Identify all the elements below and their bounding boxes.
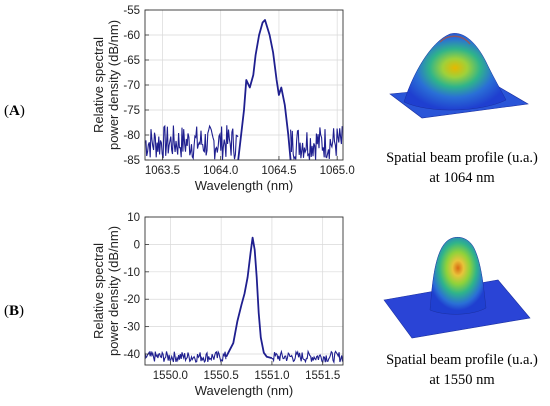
beam-profile-1550-image [383, 236, 531, 339]
chart2-spectrum-line [225, 236, 273, 359]
chart1-x-tick-label-2: 1064.5 [261, 165, 296, 177]
chart1-y-tick-label-5: -60 [123, 30, 140, 42]
caption-1064: Spatial beam profile (u.a.) at 1064 nm [372, 148, 550, 188]
chart1-y-tick-label-2: -75 [123, 105, 140, 117]
chart1-y-axis-label-line2: power density (dB/nm) [106, 20, 121, 150]
chart2-y-tick-label-1: -30 [123, 322, 140, 334]
chart1-y-tick-label-6: -55 [123, 5, 140, 17]
chart1-y-tick-label-1: -80 [123, 130, 140, 142]
chart1-y-tick-label-0: -85 [123, 155, 140, 167]
chart2-y-tick-label-3: -10 [123, 267, 140, 279]
chart2-y-tick-label-4: 0 [134, 239, 140, 251]
chart2-y-axis-label-line1: Relative spectral [91, 243, 106, 339]
caption-1550: Spatial beam profile (u.a.) at 1550 nm [372, 350, 550, 390]
chart2-y-tick-label-0: -40 [123, 349, 140, 361]
caption-1064-line1: Spatial beam profile (u.a.) [386, 150, 538, 166]
chart1-x-tick-label-0: 1063.5 [145, 165, 180, 177]
chart2-x-tick-label-2: 1551.0 [254, 370, 289, 382]
panel-b-label: (B) [4, 303, 25, 319]
caption-1550-line2: at 1550 nm [429, 372, 495, 388]
chart1-noise-right-line [290, 126, 343, 161]
chart2-plot-frame [144, 216, 344, 366]
chart2-x-tick-label-1: 1550.5 [204, 370, 239, 382]
chart2-noise-right-line [271, 349, 344, 365]
beam-profile-1064-image [389, 33, 529, 119]
chart1-spectrum-line [237, 19, 292, 161]
chart1-y-tick-label-4: -65 [123, 55, 140, 67]
chart1-x-axis-label: Wavelength (nm) [195, 178, 294, 193]
chart2-x-tick-label-3: 1551.5 [305, 370, 340, 382]
chart2-x-tick-label-0: 1550.0 [153, 370, 188, 382]
panel-a-label: (A) [4, 103, 25, 119]
chart2-plot-area [145, 217, 343, 365]
chart1-y-axis-label-line1: Relative spectral [91, 37, 106, 133]
chart2-x-axis-label: Wavelength (nm) [195, 383, 294, 398]
caption-1064-line2: at 1064 nm [429, 170, 495, 186]
chart2-y-tick-label-2: -20 [123, 294, 140, 306]
chart2-y-tick-label-5: 10 [127, 212, 140, 224]
chart1-x-tick-label-3: 1065.0 [320, 165, 355, 177]
chart1-x-tick-label-1: 1064.0 [203, 165, 238, 177]
caption-1550-line1: Spatial beam profile (u.a.) [386, 352, 538, 368]
chart2-noise-left-line [144, 350, 227, 364]
chart2-y-axis-label-line2: power density (dB/nm) [106, 226, 121, 356]
chart1-y-tick-label-3: -70 [123, 80, 140, 92]
